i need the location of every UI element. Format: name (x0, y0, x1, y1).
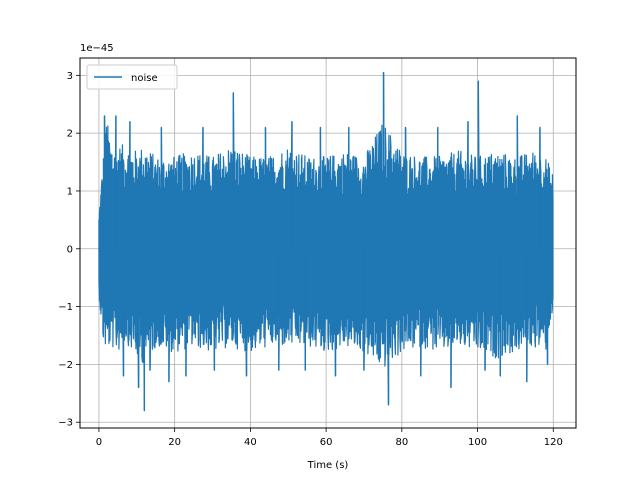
series-line-noise (98, 71, 554, 412)
legend-label-noise: noise (131, 73, 158, 84)
y-axis-ticks: −3 −2 −1 0 1 2 3 (58, 71, 80, 429)
legend-box (86, 64, 178, 90)
x-tick-label-1: 20 (168, 437, 181, 448)
x-tick-label-5: 100 (468, 437, 487, 448)
y-tick-label-5: 2 (67, 129, 73, 140)
y-tick-label-0: −3 (58, 418, 73, 429)
x-tick-label-2: 40 (244, 437, 257, 448)
legend: noise (86, 64, 178, 90)
x-axis-ticks: 0 20 40 60 80 100 120 (96, 428, 563, 448)
x-tick-label-6: 120 (544, 437, 563, 448)
y-tick-label-2: −1 (58, 302, 73, 313)
y-tick-label-3: 0 (67, 244, 73, 255)
y-tick-label-6: 3 (67, 71, 73, 82)
axes-frame (79, 57, 577, 429)
y-tick-label-1: −2 (58, 360, 73, 371)
x-tick-label-4: 80 (395, 437, 408, 448)
y-tick-label-4: 1 (67, 186, 73, 197)
x-tick-label-3: 60 (320, 437, 333, 448)
x-axis-label: Time (s) (307, 460, 349, 471)
y-scale-offset-label: 1e−45 (80, 43, 114, 54)
x-tick-label-0: 0 (96, 437, 102, 448)
plot-data (98, 71, 554, 412)
